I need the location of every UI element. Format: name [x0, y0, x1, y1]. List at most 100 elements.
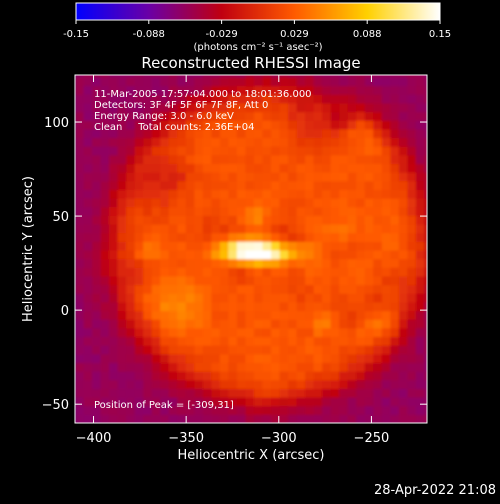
heatmap-cell [117, 301, 127, 312]
heatmap-cell [134, 206, 144, 216]
heatmap-cell [219, 223, 229, 234]
heatmap-cell [211, 111, 221, 121]
heatmap-cell [160, 241, 170, 251]
heatmap-cell [398, 75, 408, 78]
heatmap-cell [75, 154, 85, 165]
heatmap-cell [347, 397, 357, 407]
heatmap-cell [305, 345, 315, 355]
heatmap-cell [390, 336, 400, 346]
heatmap-cell [271, 310, 281, 320]
heatmap-cell [296, 215, 306, 225]
heatmap-cell [126, 102, 136, 113]
heatmap-cell [398, 102, 408, 113]
heatmap-cell [245, 76, 255, 87]
heatmap-cell [262, 198, 272, 208]
heatmap-cell [253, 102, 264, 113]
heatmap-cell [219, 111, 229, 121]
heatmap-cell [330, 379, 340, 389]
heatmap-cell [288, 241, 298, 251]
heatmap-cell [347, 206, 357, 216]
heatmap-cell [305, 397, 315, 407]
heatmap-cell [262, 379, 272, 389]
heatmap-cell [194, 128, 204, 139]
heatmap-cell [109, 336, 119, 346]
heatmap-cell [245, 397, 255, 407]
heatmap-cell [398, 215, 408, 225]
heatmap-cell [211, 319, 221, 329]
heatmap-cell [134, 336, 144, 346]
heatmap-cell [424, 206, 427, 216]
heatmap-cell [211, 94, 221, 104]
heatmap-cell [236, 249, 247, 260]
heatmap-cell [262, 146, 272, 156]
heatmap-cell [288, 102, 298, 113]
heatmap-cell [211, 327, 221, 338]
heatmap-cell [194, 275, 204, 286]
heatmap-cell [322, 128, 332, 139]
heatmap-cell [211, 388, 221, 398]
heatmap-cell [236, 189, 247, 199]
heatmap-cell [245, 414, 255, 423]
heatmap-cell [117, 371, 127, 381]
heatmap-cell [109, 414, 119, 423]
heatmap-cell [134, 180, 144, 190]
heatmap-cell [194, 137, 204, 147]
heatmap-cell [407, 336, 417, 346]
heatmap-cell [296, 388, 306, 398]
heatmap-cell [100, 180, 110, 190]
heatmap-cell [185, 94, 195, 104]
heatmap-cell [92, 215, 102, 225]
heatmap-cell [279, 249, 289, 260]
heatmap-cell [185, 284, 195, 294]
heatmap-cell [339, 371, 349, 381]
heatmap-cell [202, 172, 212, 182]
heatmap-cell [364, 172, 374, 182]
heatmap-cell [202, 154, 212, 165]
heatmap-cell [347, 353, 357, 364]
heatmap-cell [339, 206, 349, 216]
heatmap-cell [134, 327, 144, 338]
heatmap-cell [313, 258, 323, 268]
heatmap-cell [236, 128, 247, 139]
heatmap-cell [339, 75, 349, 78]
heatmap-cell [219, 414, 229, 423]
heatmap-cell [415, 414, 425, 423]
heatmap-cell [271, 397, 281, 407]
heatmap-cell [194, 388, 204, 398]
heatmap-cell [109, 206, 119, 216]
heatmap-cell [339, 249, 349, 260]
heatmap-cell [151, 163, 161, 173]
heatmap-cell [424, 137, 427, 147]
heatmap-cell [313, 146, 323, 156]
heatmap-cell [177, 120, 187, 130]
heatmap-cell [313, 137, 323, 147]
heatmap-cell [424, 362, 427, 372]
heatmap-cell [177, 172, 187, 182]
heatmap-cell [390, 223, 400, 234]
heatmap-cell [245, 353, 255, 364]
heatmap-cell [177, 75, 187, 78]
heatmap-cell [202, 414, 212, 423]
heatmap-cell [279, 379, 289, 389]
heatmap-cell [117, 232, 127, 242]
heatmap-cell [381, 76, 391, 87]
heatmap-cell [390, 379, 400, 389]
heatmap-cell [92, 397, 102, 407]
heatmap-cell [373, 258, 383, 268]
heatmap-cell [356, 249, 366, 260]
heatmap-cell [279, 232, 289, 242]
colorbar-units-label: (photons cm⁻² s⁻¹ asec⁻²) [193, 42, 322, 53]
heatmap-cell [160, 267, 170, 277]
heatmap-cell [83, 405, 93, 415]
heatmap-cell [236, 405, 247, 415]
heatmap-cell [271, 154, 281, 165]
heatmap-cell [143, 172, 153, 182]
heatmap-cell [347, 249, 357, 260]
heatmap-cell [151, 154, 161, 165]
heatmap-cell [211, 232, 221, 242]
heatmap-cell [160, 353, 170, 364]
heatmap-cell [151, 241, 161, 251]
heatmap-cell [271, 353, 281, 364]
heatmap-cell [373, 345, 383, 355]
heatmap-cell [381, 310, 391, 320]
